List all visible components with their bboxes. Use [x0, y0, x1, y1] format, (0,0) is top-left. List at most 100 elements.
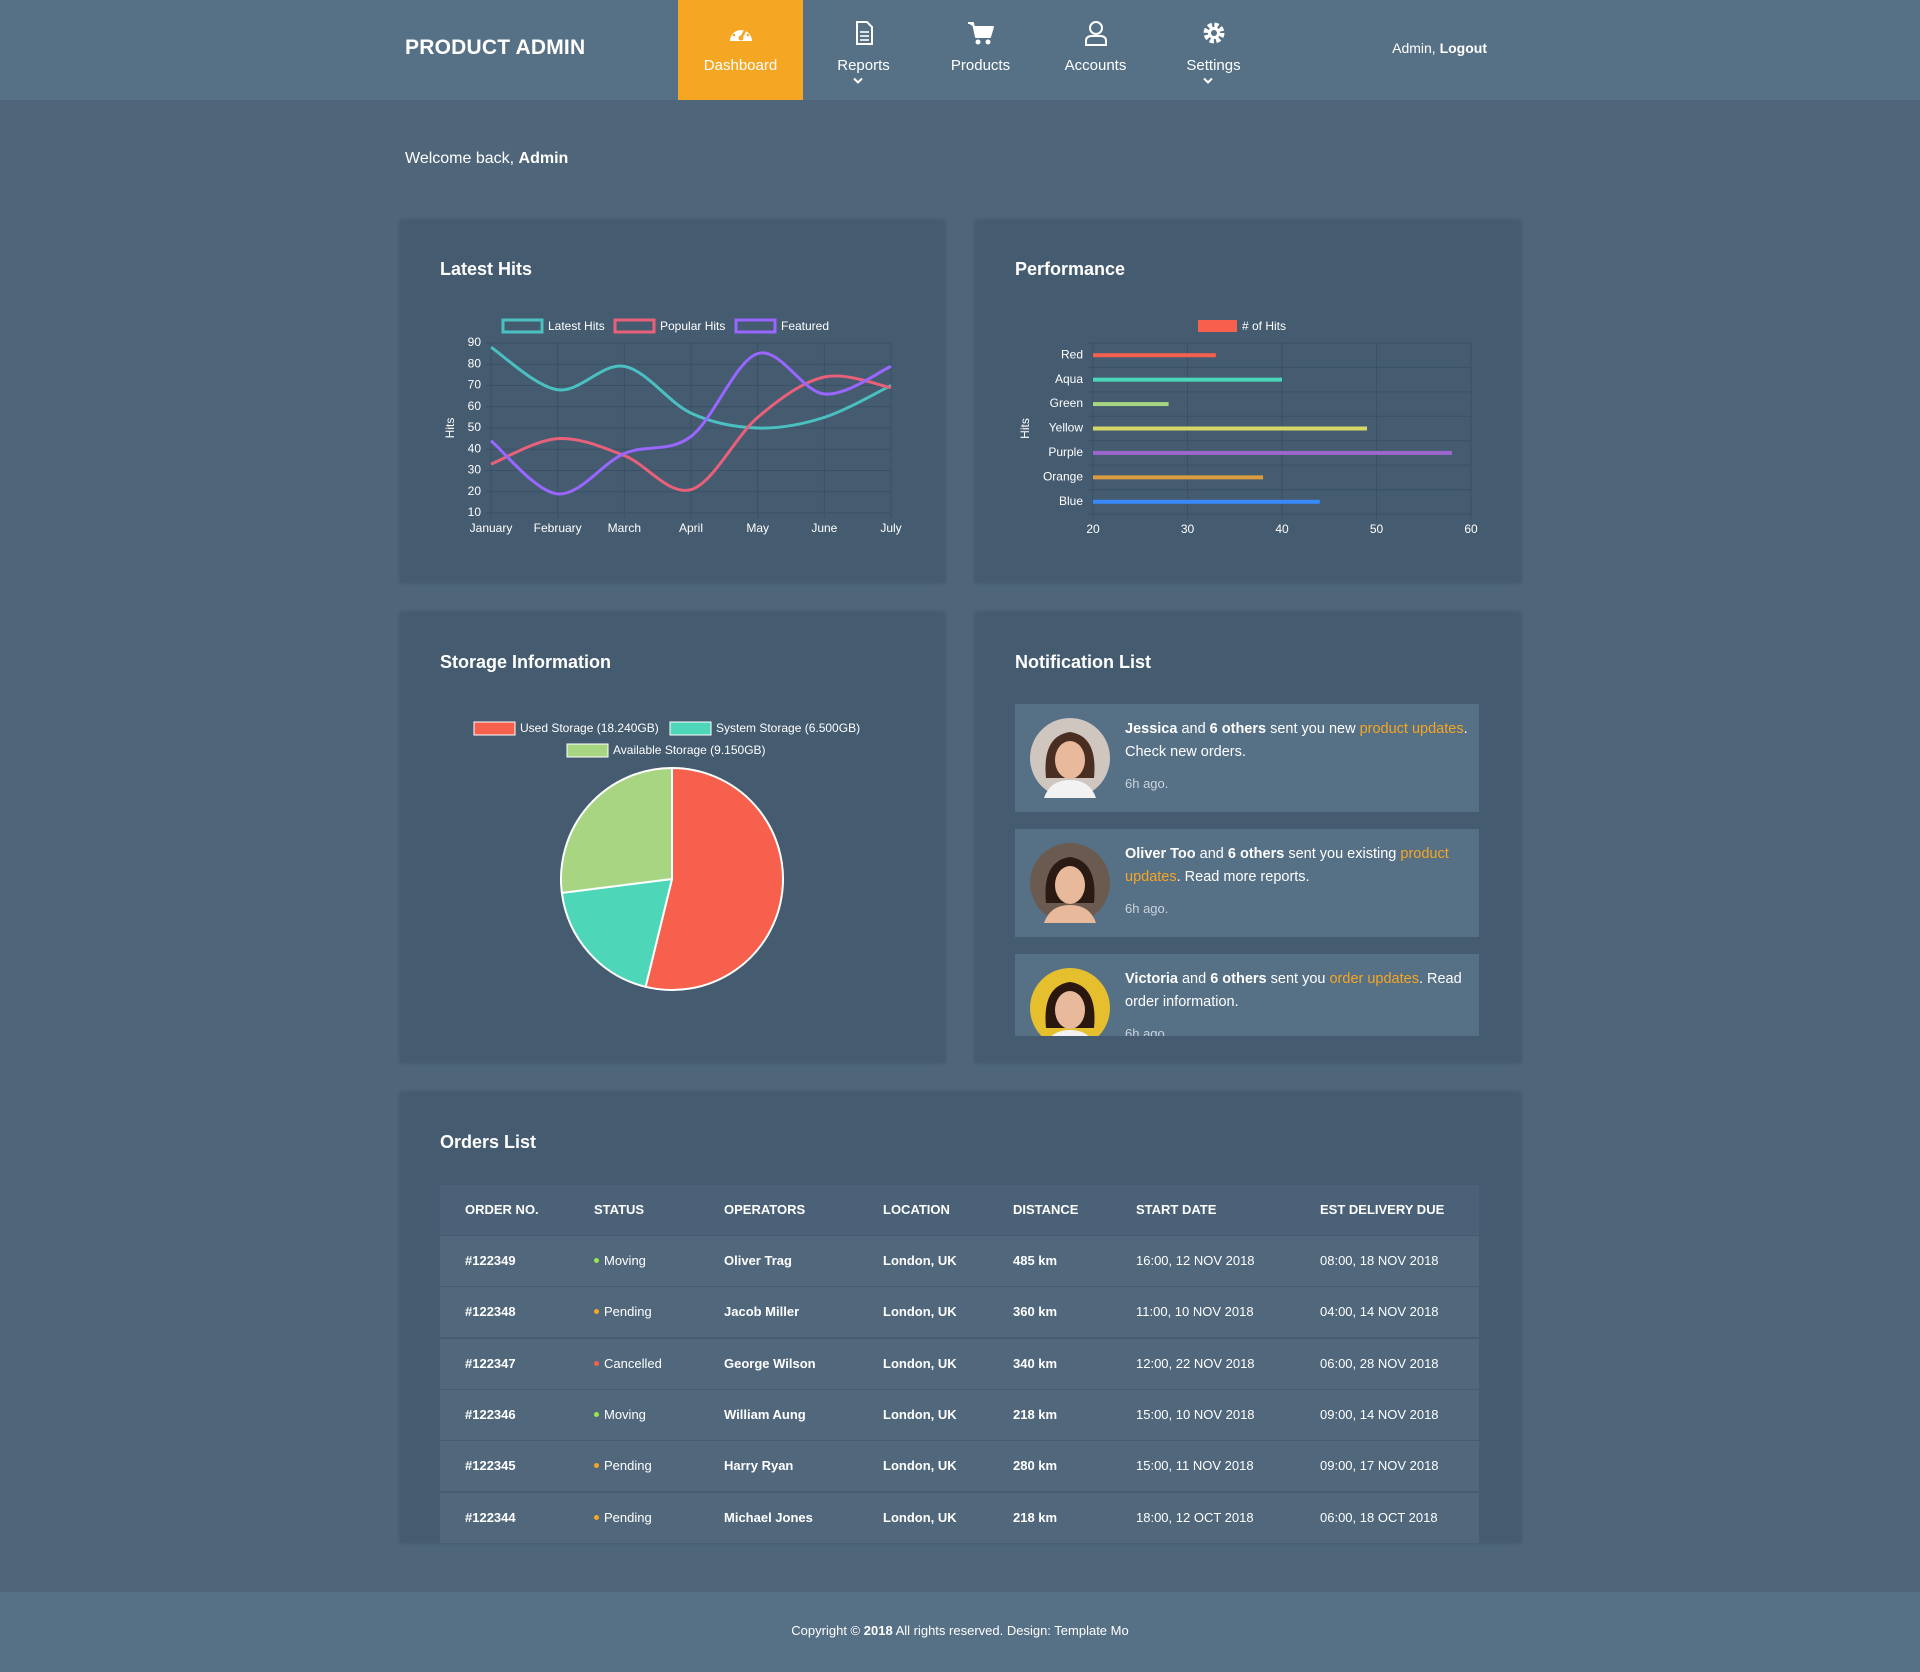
panel: Performance 20 30 40 50 60 Hits # of Hits Red Aq…: [975, 220, 1521, 583]
nav-label: Accounts: [1064, 57, 1127, 74]
panel-title: Performance: [1015, 259, 1126, 279]
avatar-face: [1055, 741, 1085, 779]
y-tick-label: 60: [468, 399, 482, 413]
status-dot: [594, 1258, 599, 1263]
text-segment: All rights reserved. Design: Template Mo: [892, 1623, 1129, 1638]
table-cell: 218 km: [1013, 1406, 1058, 1422]
table-cell: London, UK: [883, 1355, 957, 1371]
legend-label: Featured: [781, 319, 829, 333]
y-tick-label: Green: [1050, 396, 1083, 410]
bar: [1093, 426, 1368, 431]
table-row[interactable]: #122349 Moving Oliver Trag London, UK 485 km…: [440, 1236, 1479, 1286]
table-cell: 09:00, 17 NOV 2018: [1320, 1458, 1439, 1474]
nav-item[interactable]: Accounts: [1033, 0, 1158, 100]
nav-item[interactable]: Settings: [1151, 0, 1276, 100]
table-row[interactable]: #122347 Cancelled George Wilson London, UK 3…: [440, 1338, 1479, 1389]
y-tick-label: 90: [468, 335, 482, 349]
table-row[interactable]: #122344 Pending Michael Jones London, UK 218…: [440, 1492, 1479, 1543]
table-cell: 06:00, 18 OCT 2018: [1320, 1509, 1438, 1525]
table-cell: 16:00, 12 NOV 2018: [1136, 1253, 1255, 1268]
y-tick-label: 10: [468, 505, 482, 519]
text-segment: sent you: [1266, 971, 1330, 987]
table-cell: 340 km: [1013, 1355, 1058, 1371]
y-tick-label: Red: [1061, 347, 1083, 361]
table-cell: 09:00, 14 NOV 2018: [1320, 1406, 1439, 1422]
y-tick-label: 40: [468, 441, 482, 455]
y-tick-label: 70: [468, 378, 482, 392]
table-row[interactable]: #122346 Moving William Aung London, UK 218 k…: [440, 1389, 1479, 1440]
y-tick-label: Blue: [1059, 494, 1083, 508]
panel-title: Latest Hits: [440, 259, 533, 279]
status: Moving: [604, 1253, 646, 1268]
dropdown-caret: [1203, 77, 1213, 84]
text-segment: . Check new orders.: [1125, 721, 1472, 760]
table-cell: 18:00, 12 OCT 2018: [1136, 1509, 1254, 1525]
text-segment: 6 others: [1210, 971, 1267, 987]
table-cell: London, UK: [883, 1406, 957, 1422]
legend-swatch: [501, 318, 544, 334]
text-segment: and: [1177, 971, 1211, 987]
x-tick-label: May: [746, 521, 769, 535]
status-dot: [594, 1514, 599, 1520]
dashboard-icon: [730, 25, 752, 41]
table-cell: #122344: [465, 1509, 516, 1525]
accounts-icon: [1085, 21, 1107, 46]
table-row[interactable]: #122348 Pending Jacob Miller London, UK 360 …: [440, 1287, 1479, 1338]
avatar: [1030, 843, 1110, 923]
x-tick-label: March: [608, 521, 641, 535]
nav-item[interactable]: Dashboard: [678, 0, 803, 100]
caret: [853, 77, 863, 84]
status-dot: [594, 1463, 599, 1469]
legend-swatch: [734, 318, 777, 334]
x-tick-label: June: [811, 521, 837, 535]
legend-label: Latest Hits: [548, 319, 605, 333]
column-header: DISTANCE: [1013, 1202, 1079, 1217]
y-tick-label: Orange: [1043, 470, 1083, 484]
welcome-text: Welcome back, Admin: [405, 150, 568, 168]
bar: [1093, 402, 1169, 407]
reports-icon: [856, 21, 873, 45]
table-cell: #122348: [465, 1304, 516, 1320]
user-menu[interactable]: Admin, Logout: [1392, 40, 1487, 56]
bar: [1093, 499, 1320, 504]
y-axis-label: Hits: [443, 418, 457, 439]
status-dot: [594, 1411, 599, 1417]
nav-item[interactable]: Products: [918, 0, 1043, 100]
link[interactable]: order updates: [1329, 971, 1419, 987]
legend-label: System Storage (6.500GB): [716, 721, 860, 735]
table-cell: 280 km: [1013, 1458, 1058, 1474]
legend-swatch: [1198, 320, 1237, 332]
brand[interactable]: PRODUCT ADMIN: [405, 36, 586, 59]
column-header: EST DELIVERY DUE: [1320, 1202, 1445, 1217]
table-cell: London, UK: [883, 1509, 957, 1525]
text-segment: . Read more reports.: [1176, 869, 1310, 885]
nav-item[interactable]: Reports: [801, 0, 926, 100]
bar: [1093, 450, 1453, 455]
table-cell: #122345: [465, 1458, 516, 1474]
legend-label: Available Storage (9.150GB): [613, 743, 766, 757]
legend-swatch: [613, 318, 656, 334]
notification[interactable]: Oliver Too and 6 others sent you existin…: [1015, 829, 1479, 937]
link[interactable]: product updates: [1125, 846, 1453, 885]
table-cell: Jacob Miller: [724, 1304, 800, 1320]
notification-list[interactable]: Jessica and 6 others sent you new produc…: [1015, 704, 1479, 1036]
dropdown-caret: [853, 77, 863, 84]
table-cell: 485 km: [1013, 1253, 1058, 1268]
x-tick-label: January: [470, 521, 513, 535]
table-cell: 15:00, 11 NOV 2018: [1136, 1458, 1254, 1474]
notification-time: 6h ago.: [1125, 901, 1169, 916]
panel: Latest Hits 10 20 30 40 50 60 70 80 90 January Feb…: [400, 220, 945, 583]
notification[interactable]: Jessica and 6 others sent you new produc…: [1015, 704, 1479, 812]
x-tick-label: 50: [1370, 522, 1384, 536]
notification[interactable]: Victoria and 6 others sent you order upd…: [1015, 954, 1479, 1036]
table-row[interactable]: #122345 Pending Harry Ryan London, UK 280 km…: [440, 1441, 1479, 1492]
y-tick-label: 50: [468, 420, 482, 434]
text-segment: Victoria: [1125, 971, 1178, 987]
text-segment: . Read order information.: [1125, 971, 1466, 1010]
legend-label: Used Storage (18.240GB): [520, 721, 659, 735]
column-header: START DATE: [1136, 1202, 1217, 1217]
x-tick-label: 40: [1275, 522, 1289, 536]
avatar-face: [1055, 991, 1085, 1029]
x-tick-label: February: [534, 521, 582, 535]
link[interactable]: product updates: [1359, 721, 1464, 737]
